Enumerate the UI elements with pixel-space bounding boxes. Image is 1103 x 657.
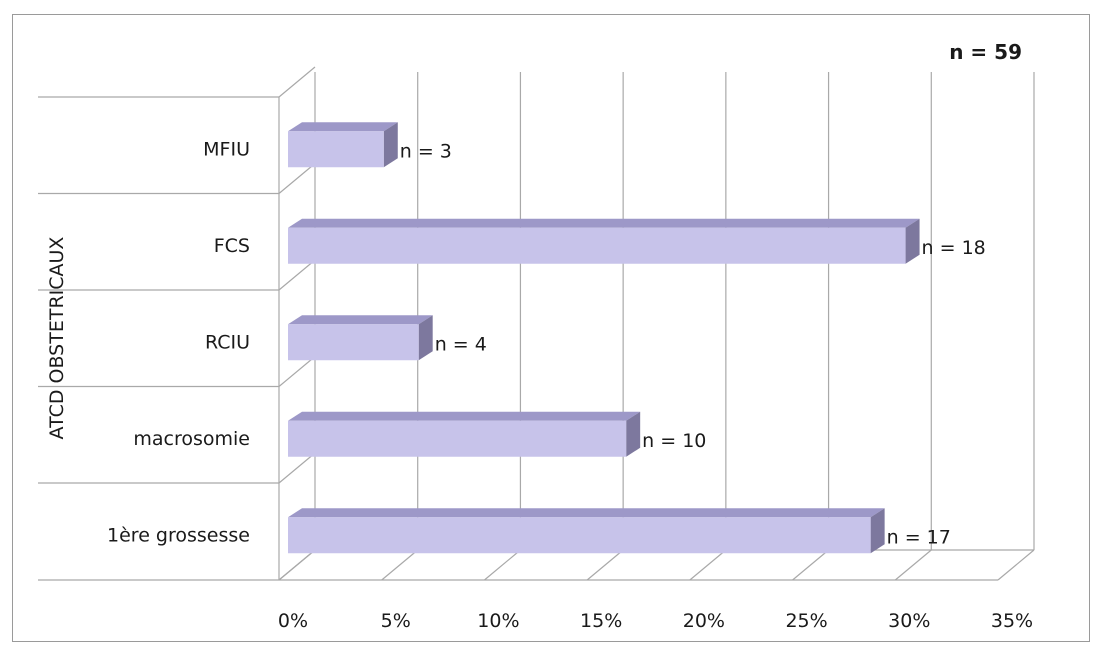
category-label-2: RCIU [205, 331, 250, 353]
category-label-3: macrosomie [133, 428, 250, 450]
bar-side-4 [870, 508, 885, 554]
x-tick-label-3: 15% [580, 610, 622, 632]
x-tick-label-5: 25% [785, 610, 827, 632]
data-label-2: n = 4 [435, 333, 487, 355]
x-tick-label-7: 35% [991, 610, 1033, 632]
bars: MFIU n = 3 FCS n = 18 RCIU n = 4 macrosomie n =… [107, 122, 986, 554]
x-tick-label-1: 5% [381, 610, 411, 632]
bar-side-2 [418, 315, 433, 361]
category-gridline-diag-1 [278, 163, 316, 194]
total-annotation: n = 59 [949, 40, 1022, 64]
floor-gridline-2 [484, 549, 521, 581]
category-gridline-diag-3 [278, 356, 316, 387]
floor-gridline-7 [997, 549, 1035, 581]
data-label-0: n = 3 [400, 140, 452, 162]
bar-top-4 [288, 508, 885, 518]
bar-2 [288, 324, 419, 361]
category-gridline-diag-bottom [278, 549, 316, 581]
y-axis-title: ATCD OBSTETRICAUX [46, 237, 68, 440]
category-label-1: FCS [214, 235, 250, 257]
floor-gridline-1 [381, 549, 419, 581]
category-label-4: 1ère grossesse [107, 524, 250, 546]
floor-gridline-3 [586, 549, 624, 581]
data-label-3: n = 10 [642, 430, 706, 452]
bar-1 [288, 227, 906, 264]
bar-top-1 [288, 218, 920, 228]
category-gridline-diag-4 [278, 452, 316, 484]
bar-top-0 [288, 122, 398, 132]
category-gridline-diag-0 [278, 66, 316, 98]
category-label-0: MFIU [203, 138, 250, 160]
bar-side-1 [905, 218, 920, 264]
category-gridline-diag-2 [278, 259, 316, 291]
floor-gridline-6 [894, 549, 932, 581]
bar-top-3 [288, 411, 641, 421]
floor-gridline-5 [792, 549, 829, 581]
bar-top-2 [288, 315, 433, 325]
bar-0 [288, 131, 384, 168]
x-tick-label-4: 20% [683, 610, 725, 632]
data-label-4: n = 17 [887, 526, 951, 548]
bar-4 [288, 517, 871, 554]
data-label-1: n = 18 [922, 237, 986, 259]
x-tick-label-0: 0% [278, 610, 308, 632]
x-axis-ticks: 0% 5% 10% 15% 20% 25% 30% 35% [278, 610, 1033, 632]
floor-gridline-4 [689, 549, 727, 581]
x-tick-label-2: 10% [477, 610, 519, 632]
chart-grid [38, 66, 1035, 581]
x-tick-label-6: 30% [888, 610, 930, 632]
bar-side-0 [383, 122, 398, 168]
bar-side-3 [626, 411, 641, 457]
bar-3 [288, 420, 627, 457]
